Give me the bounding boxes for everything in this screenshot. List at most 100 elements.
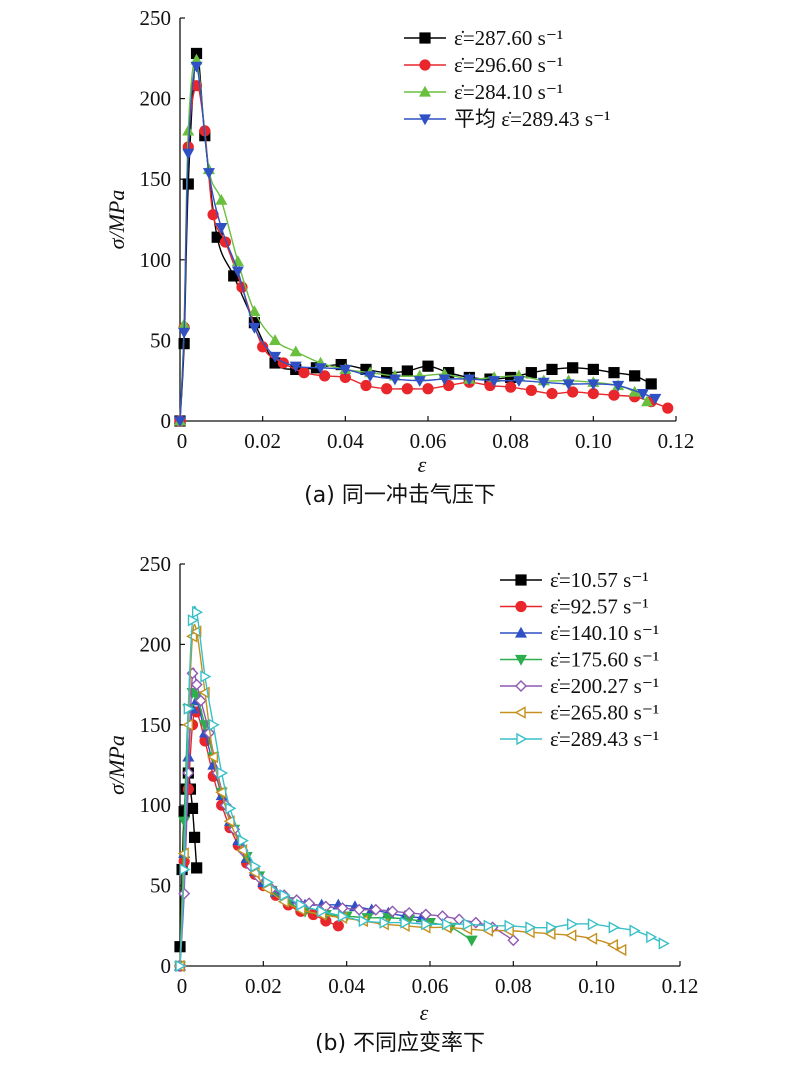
data-point <box>316 905 329 918</box>
data-point <box>277 895 289 908</box>
data-point <box>413 376 426 387</box>
x-tick-label: 0.12 <box>662 974 699 998</box>
figure-caption: (a) 同一冲击气压下 <box>304 483 496 508</box>
legend-label: ε̇=175.60 s⁻¹ <box>550 648 659 672</box>
legend-entry: ε̇=284.10 s⁻¹ <box>404 80 563 104</box>
data-point <box>182 124 195 136</box>
legend-label: ε̇=10.57 s⁻¹ <box>550 568 649 592</box>
data-point <box>443 379 455 392</box>
data-point <box>319 370 331 382</box>
data-point <box>269 351 282 363</box>
data-point <box>525 384 537 396</box>
legend-label: ε̇=200.27 s⁻¹ <box>550 674 659 698</box>
y-tick-label: 250 <box>140 552 172 576</box>
data-point <box>462 918 474 931</box>
data-point <box>178 327 191 339</box>
data-point <box>562 379 575 391</box>
data-point <box>507 934 520 947</box>
x-tick-label: 0 <box>177 429 188 453</box>
data-point <box>512 376 525 387</box>
x-tick-label: 0.02 <box>244 429 281 453</box>
data-point <box>587 379 600 391</box>
x-tick-label: 0.10 <box>575 429 612 453</box>
data-point <box>369 903 382 916</box>
legend-marker <box>514 706 526 719</box>
legend-label: ε̇=296.60 s⁻¹ <box>454 53 563 77</box>
x-tick-label: 0.02 <box>245 974 282 998</box>
legend-marker <box>516 732 528 746</box>
data-point <box>179 863 191 876</box>
data-point <box>525 367 537 379</box>
data-point <box>465 935 478 947</box>
data-point <box>279 889 291 902</box>
y-tick-label: 50 <box>150 328 171 352</box>
legend-entry: ε̇=265.80 s⁻¹ <box>500 701 659 725</box>
data-point <box>546 387 558 400</box>
data-point <box>190 678 203 691</box>
data-point <box>353 903 366 916</box>
data-point <box>203 726 216 739</box>
data-point <box>483 919 495 932</box>
data-point <box>178 887 191 900</box>
data-point <box>606 938 619 952</box>
data-point <box>421 918 433 931</box>
data-point <box>504 919 516 932</box>
legend-marker <box>515 600 527 613</box>
y-tick-label: 0 <box>161 409 172 433</box>
y-tick-label: 100 <box>140 793 172 817</box>
data-point <box>191 862 203 874</box>
data-point <box>248 305 261 316</box>
data-point <box>422 360 434 372</box>
data-point <box>200 670 212 683</box>
data-point <box>401 365 413 377</box>
x-tick-label: 0.08 <box>492 429 529 453</box>
data-point <box>248 322 261 334</box>
legend-label: ε̇=265.80 s⁻¹ <box>550 701 659 725</box>
data-point <box>586 932 598 945</box>
legend-entry: ε̇=296.60 s⁻¹ <box>404 53 563 77</box>
data-point <box>339 364 352 376</box>
legend-marker <box>418 114 432 126</box>
data-point <box>216 766 229 780</box>
data-point <box>188 831 201 843</box>
data-point <box>645 378 657 390</box>
series-3 <box>173 61 662 428</box>
data-point <box>382 913 395 924</box>
data-point <box>403 906 416 919</box>
series-0 <box>174 47 657 427</box>
data-point <box>641 395 654 407</box>
legend-label: ε̇=287.60 s⁻¹ <box>454 26 563 50</box>
data-point <box>567 386 579 398</box>
legend-marker <box>515 574 527 586</box>
series-1 <box>174 706 344 972</box>
data-point <box>182 178 194 190</box>
data-point <box>237 834 249 847</box>
data-point <box>662 402 674 414</box>
data-point <box>546 363 558 376</box>
data-point <box>419 908 432 921</box>
data-point <box>649 393 662 405</box>
data-point <box>629 370 641 382</box>
data-point <box>615 943 627 957</box>
data-point <box>182 767 195 780</box>
legend-label: ε̇=92.57 s⁻¹ <box>550 595 649 619</box>
data-point <box>629 924 641 937</box>
data-point <box>388 374 401 386</box>
data-point <box>505 381 517 393</box>
series-2 <box>173 694 428 971</box>
data-point <box>587 363 599 376</box>
data-point <box>567 362 579 374</box>
data-point <box>546 921 558 934</box>
data-point <box>225 802 237 815</box>
data-point <box>386 905 399 918</box>
data-point <box>608 921 620 934</box>
data-point <box>463 374 476 386</box>
legend-entry: 平均 ε̇=289.43 s⁻¹ <box>404 107 610 131</box>
data-point <box>544 927 556 941</box>
data-point <box>191 606 204 619</box>
data-point <box>608 389 620 401</box>
x-tick-label: 0.12 <box>658 429 695 453</box>
series-3 <box>173 688 478 973</box>
legend-entry: ε̇=92.57 s⁻¹ <box>500 595 649 619</box>
legend-label: ε̇=284.10 s⁻¹ <box>454 80 563 104</box>
